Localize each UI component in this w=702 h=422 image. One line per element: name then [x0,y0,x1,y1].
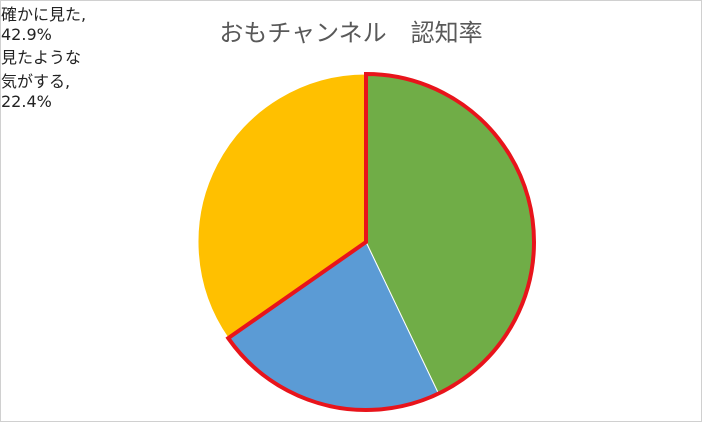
label-separator: , [113,115,119,134]
value-label: 22.4% [1,92,52,111]
chart-title: おもチャンネル 認知率 [219,19,483,47]
category-label: 見たことがない [1,115,114,134]
label-separator: , [65,72,71,91]
value-label: 34.7% [1,135,52,154]
category-label: 見たような気がする [1,48,82,91]
data-label: 見たことがない, 34.7% [1,111,151,154]
pie-slice [197,73,367,339]
label-separator: , [81,5,87,24]
highlight-outline [225,71,536,412]
data-label: 確かに見た, 42.9% [1,1,111,44]
category-label: 確かに見た [1,5,82,24]
data-label: 見たような気がする, 22.4% [1,44,83,111]
value-label: 42.9% [1,25,52,44]
